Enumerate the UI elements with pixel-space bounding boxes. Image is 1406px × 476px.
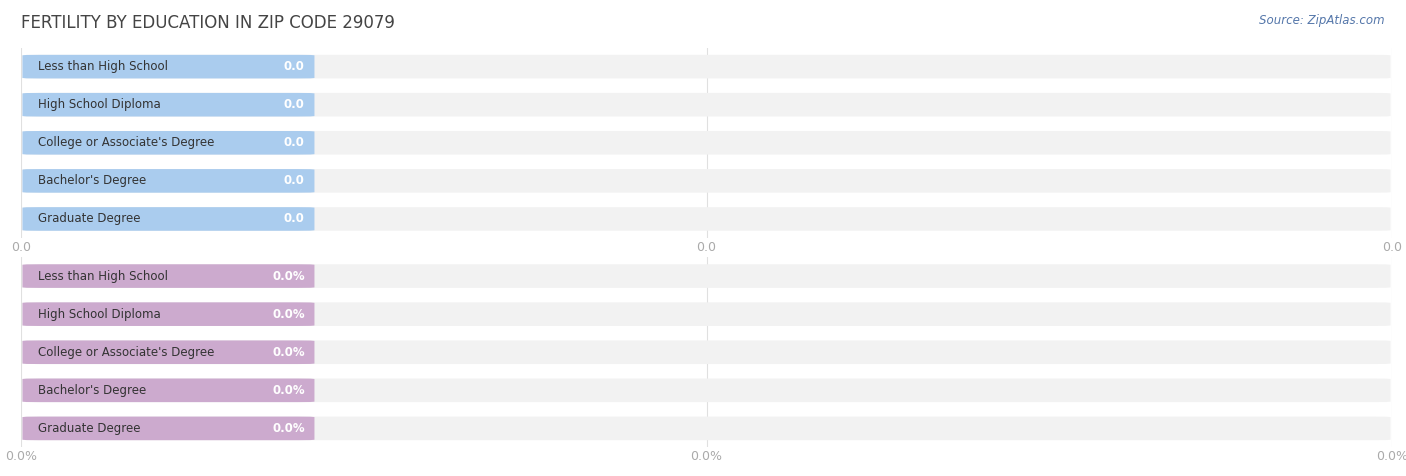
- FancyBboxPatch shape: [22, 378, 315, 402]
- FancyBboxPatch shape: [22, 93, 1391, 117]
- Text: Graduate Degree: Graduate Degree: [38, 422, 141, 435]
- Text: Less than High School: Less than High School: [38, 60, 167, 73]
- Text: 0.0: 0.0: [284, 98, 305, 111]
- Text: 0.0: 0.0: [284, 174, 305, 188]
- Text: Graduate Degree: Graduate Degree: [38, 212, 141, 226]
- FancyBboxPatch shape: [22, 55, 1391, 79]
- Text: Bachelor's Degree: Bachelor's Degree: [38, 174, 146, 188]
- Text: High School Diploma: High School Diploma: [38, 98, 160, 111]
- FancyBboxPatch shape: [22, 131, 315, 155]
- FancyBboxPatch shape: [22, 302, 315, 326]
- Text: High School Diploma: High School Diploma: [38, 307, 160, 321]
- FancyBboxPatch shape: [22, 378, 1391, 402]
- FancyBboxPatch shape: [22, 264, 1391, 288]
- Text: College or Associate's Degree: College or Associate's Degree: [38, 346, 214, 359]
- FancyBboxPatch shape: [22, 93, 315, 117]
- Text: Bachelor's Degree: Bachelor's Degree: [38, 384, 146, 397]
- FancyBboxPatch shape: [22, 131, 1391, 155]
- Text: FERTILITY BY EDUCATION IN ZIP CODE 29079: FERTILITY BY EDUCATION IN ZIP CODE 29079: [21, 14, 395, 32]
- FancyBboxPatch shape: [22, 416, 315, 440]
- FancyBboxPatch shape: [22, 340, 1391, 364]
- FancyBboxPatch shape: [22, 264, 315, 288]
- Text: 0.0: 0.0: [284, 136, 305, 149]
- FancyBboxPatch shape: [22, 55, 315, 79]
- Text: 0.0%: 0.0%: [273, 422, 305, 435]
- FancyBboxPatch shape: [22, 169, 1391, 193]
- Text: 0.0%: 0.0%: [273, 269, 305, 283]
- FancyBboxPatch shape: [22, 340, 315, 364]
- Text: 0.0: 0.0: [284, 212, 305, 226]
- Text: Less than High School: Less than High School: [38, 269, 167, 283]
- FancyBboxPatch shape: [22, 416, 1391, 440]
- FancyBboxPatch shape: [22, 169, 315, 193]
- Text: Source: ZipAtlas.com: Source: ZipAtlas.com: [1260, 14, 1385, 27]
- Text: 0.0%: 0.0%: [273, 307, 305, 321]
- Text: 0.0%: 0.0%: [273, 346, 305, 359]
- Text: 0.0%: 0.0%: [273, 384, 305, 397]
- FancyBboxPatch shape: [22, 302, 1391, 326]
- FancyBboxPatch shape: [22, 207, 315, 231]
- Text: 0.0: 0.0: [284, 60, 305, 73]
- FancyBboxPatch shape: [22, 207, 1391, 231]
- Text: College or Associate's Degree: College or Associate's Degree: [38, 136, 214, 149]
